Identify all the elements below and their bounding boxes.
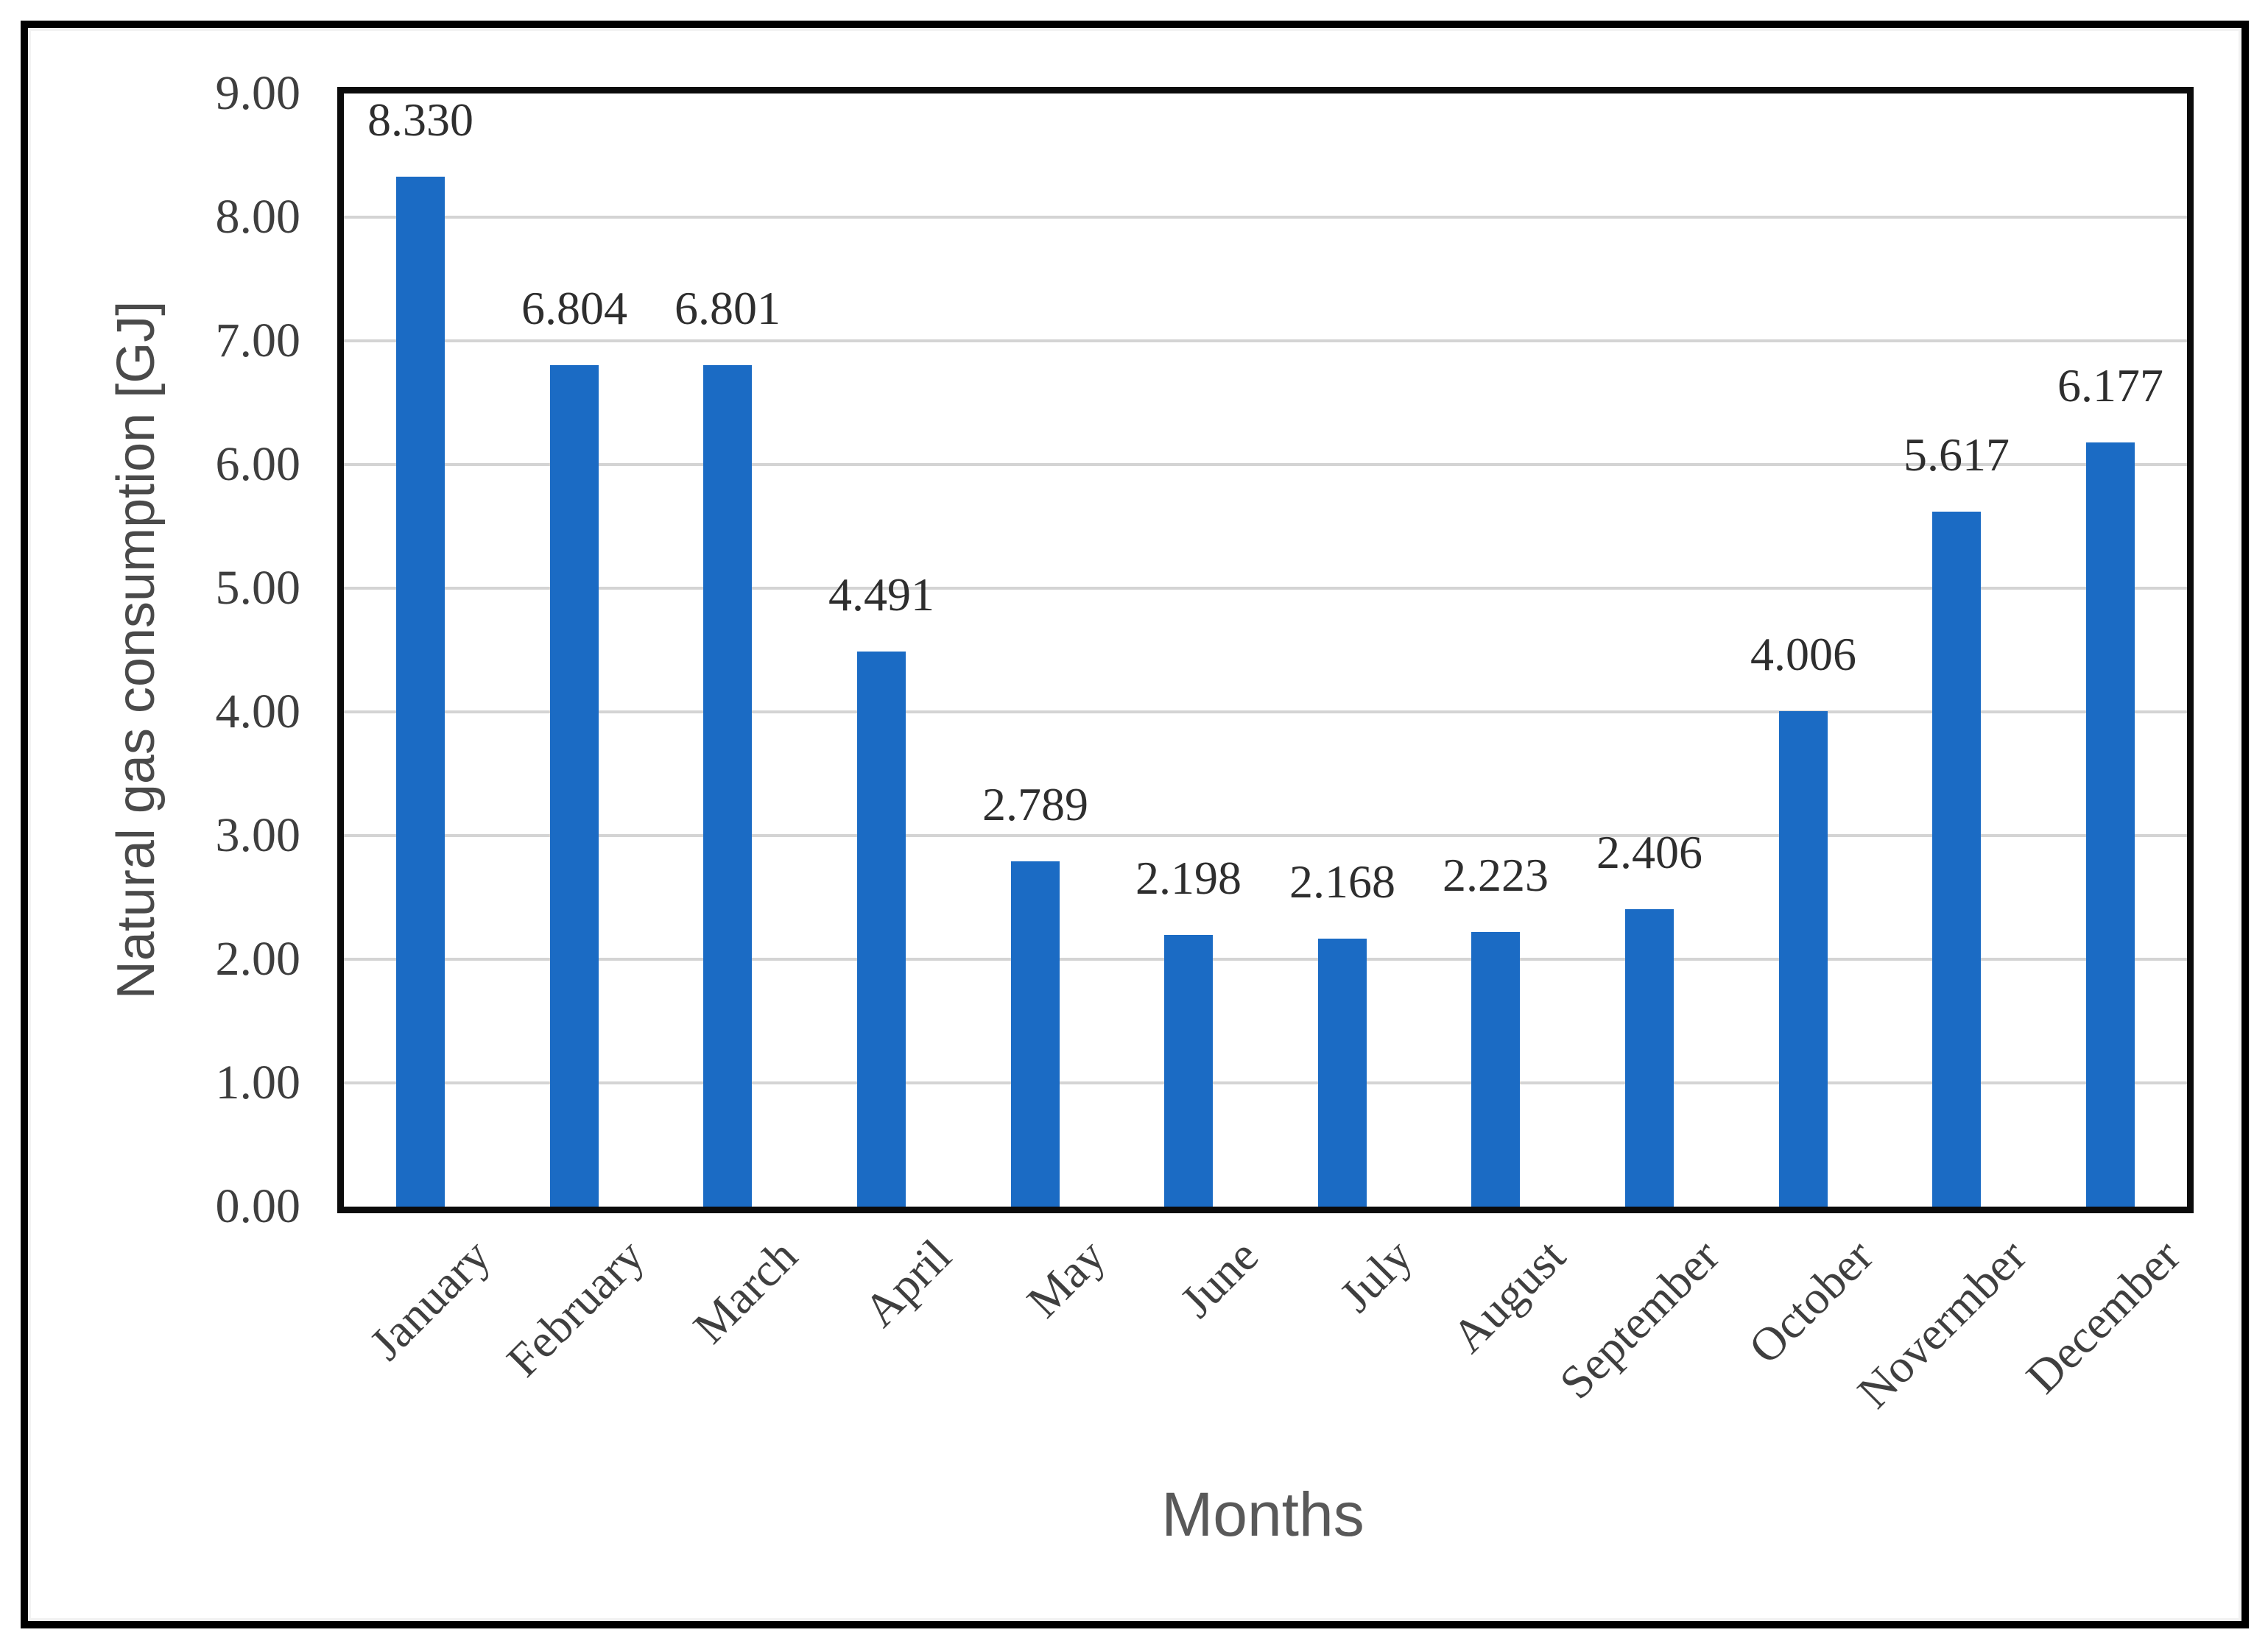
y-tick-label-0.00: 0.00 [215,1179,301,1233]
bar-may [1011,861,1060,1207]
y-tick-label-5.00: 5.00 [215,561,301,615]
bar-value-label-june: 2.198 [1135,852,1242,904]
gridline-6.00 [344,463,2187,466]
bar-value-label-august: 2.223 [1443,849,1549,901]
bar-january [396,177,445,1207]
gridline-4.00 [344,710,2187,713]
gridline-1.00 [344,1081,2187,1084]
bar-august [1471,932,1520,1207]
bar-value-label-december: 6.177 [2057,359,2163,412]
bar-value-label-september: 2.406 [1596,826,1702,878]
bar-april [857,652,906,1207]
y-tick-label-8.00: 8.00 [215,190,301,244]
bar-value-label-february: 6.804 [521,282,627,334]
bar-march [703,365,752,1207]
bar-value-label-march: 6.801 [675,282,781,334]
bar-october [1779,711,1828,1207]
bar-value-label-january: 8.330 [367,93,473,146]
bar-value-label-july: 2.168 [1289,855,1395,908]
y-tick-label-3.00: 3.00 [215,808,301,862]
chart-outer-frame [21,21,2249,1628]
bar-value-label-novermber: 5.617 [1904,428,2010,481]
bar-value-label-may: 2.789 [982,778,1088,830]
gridline-8.00 [344,216,2187,219]
bar-june [1164,935,1213,1207]
bar-september [1625,909,1674,1207]
bar-july [1318,939,1367,1207]
gridline-3.00 [344,834,2187,837]
bar-february [550,365,599,1207]
y-tick-label-7.00: 7.00 [215,314,301,367]
bar-value-label-april: 4.491 [828,568,934,621]
bar-december [2086,442,2135,1207]
x-axis-title: Months [1161,1480,1364,1549]
y-tick-label-1.00: 1.00 [215,1056,301,1109]
y-tick-label-2.00: 2.00 [215,932,301,986]
bar-value-label-october: 4.006 [1750,628,1856,680]
y-tick-label-9.00: 9.00 [215,66,301,120]
plot-area [344,93,2187,1207]
gridline-2.00 [344,958,2187,961]
gridline-5.00 [344,587,2187,590]
y-tick-label-4.00: 4.00 [215,685,301,738]
bar-novermber [1932,512,1981,1207]
gridline-7.00 [344,339,2187,342]
y-tick-label-6.00: 6.00 [215,437,301,491]
